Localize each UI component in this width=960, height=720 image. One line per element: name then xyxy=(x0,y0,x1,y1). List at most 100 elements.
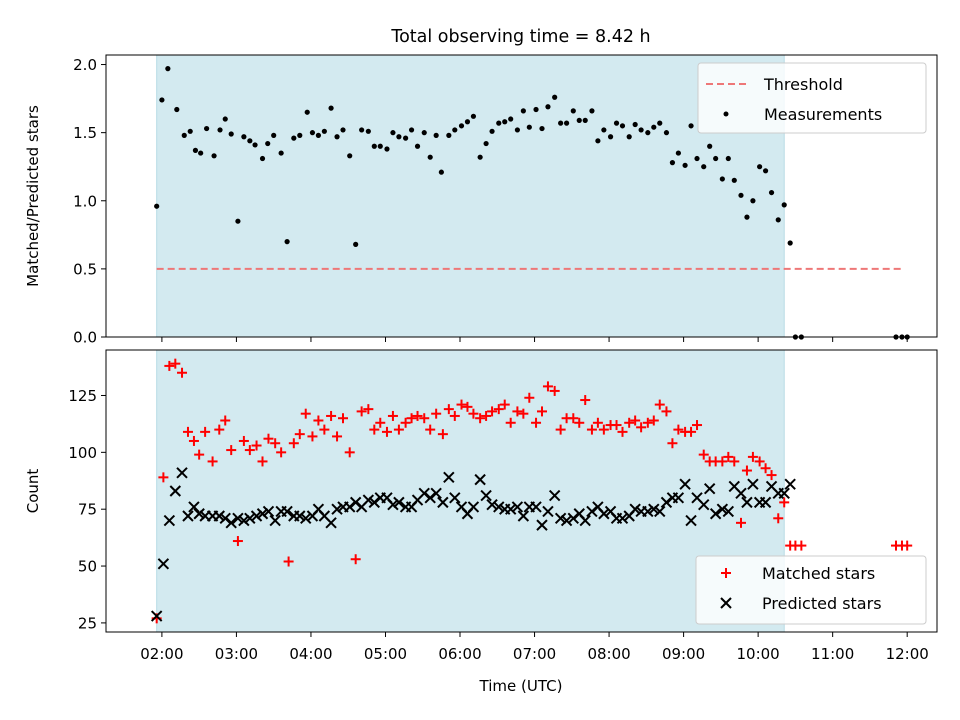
matched-stars-point xyxy=(369,424,380,435)
measurements-point xyxy=(297,132,303,138)
measurements-point xyxy=(211,153,217,159)
predicted-stars-point xyxy=(542,505,554,518)
matched-stars-point xyxy=(307,431,318,442)
matched-stars-point xyxy=(338,413,349,424)
matched-stars-point xyxy=(207,456,218,467)
matched-stars-point xyxy=(263,433,274,444)
y-tick-label: 0.0 xyxy=(73,329,97,347)
predicted-stars-point xyxy=(679,478,691,490)
matched-stars-point xyxy=(375,417,386,428)
matched-stars-point xyxy=(766,470,777,481)
predicted-stars-point xyxy=(654,505,666,518)
predicted-stars-point xyxy=(685,514,697,527)
matched-stars-point xyxy=(760,463,771,474)
top-legend: Threshold Measurements xyxy=(697,62,927,134)
matched-stars-point xyxy=(723,451,734,462)
measurements-point xyxy=(315,132,322,138)
matched-stars-point xyxy=(400,417,411,428)
measurements-point xyxy=(228,131,234,137)
predicted-stars-point xyxy=(735,487,747,499)
measurements-point xyxy=(775,217,781,223)
predicted-stars-point xyxy=(703,483,716,495)
matched-stars-point xyxy=(741,465,752,476)
matched-stars-point xyxy=(624,417,635,428)
x-tick-label: 06:00 xyxy=(438,645,481,663)
predicted-stars-point xyxy=(778,487,790,499)
measurements-point xyxy=(651,124,657,130)
threshold-legend-label: Threshold xyxy=(763,75,843,94)
measurements-point xyxy=(582,117,588,123)
measurements-point xyxy=(458,123,465,129)
x-tick-label: 08:00 xyxy=(587,645,630,663)
measurements-point xyxy=(187,128,193,134)
measurements-point xyxy=(539,125,545,132)
measurements-point xyxy=(353,241,359,247)
predicted-stars-point xyxy=(504,503,517,515)
matched-stars-point xyxy=(425,424,436,435)
predicted-stars-point xyxy=(262,505,275,518)
matched-stars-point xyxy=(270,438,281,449)
y-tick-label: 25 xyxy=(78,614,97,632)
measurements-point xyxy=(768,189,775,196)
measurements-point xyxy=(545,104,551,110)
predicted-stars-point xyxy=(672,492,685,504)
matched-stars-point xyxy=(332,431,343,442)
matched-stars-point xyxy=(667,438,678,449)
predicted-stars-point xyxy=(250,510,263,522)
measurements-point xyxy=(154,203,160,209)
matched-stars-point xyxy=(468,408,479,419)
measurements-point xyxy=(222,116,228,122)
matched-stars-point xyxy=(238,435,249,446)
matched-stars-point xyxy=(499,399,510,410)
measurements-point xyxy=(377,143,383,149)
matched-stars-point xyxy=(481,410,492,421)
matched-stars-point xyxy=(536,406,547,417)
measurements-point xyxy=(675,150,681,156)
measurements-point xyxy=(252,142,258,148)
matched-stars-point xyxy=(182,426,193,437)
matched-stars-point xyxy=(661,406,672,417)
matched-stars-point xyxy=(505,417,516,428)
predicted-stars-point xyxy=(182,510,194,522)
matched-stars-point xyxy=(419,413,430,424)
matched-stars-point xyxy=(158,472,169,483)
measurements-point xyxy=(607,134,614,140)
matched-stars-point xyxy=(449,410,460,421)
measurements-point xyxy=(291,135,297,141)
matched-stars-point xyxy=(611,420,622,431)
matched-stars-point xyxy=(729,456,740,467)
matched-stars-point xyxy=(462,401,473,412)
measurements-point xyxy=(669,160,676,166)
predicted-stars-point xyxy=(747,478,759,490)
measurements-point xyxy=(694,155,700,162)
measurements-point xyxy=(533,106,539,113)
matched-stars-point xyxy=(344,447,355,458)
predicted-stars-point xyxy=(554,512,567,524)
predicted-stars-point xyxy=(188,501,200,513)
measurements-point xyxy=(477,154,483,160)
predicted-stars-point xyxy=(176,467,188,479)
measurements-point xyxy=(365,128,371,134)
y-tick-label: 1.5 xyxy=(73,124,97,142)
measurements-point xyxy=(552,94,558,100)
predicted-stars-point xyxy=(437,496,449,509)
matched-stars-point xyxy=(636,422,647,433)
measurements-point xyxy=(508,116,514,122)
measurements-point xyxy=(334,134,340,140)
predicted-stars-point xyxy=(579,514,591,527)
measurements-point xyxy=(452,127,458,133)
x-tick-label: 05:00 xyxy=(364,645,407,663)
y-tick-label: 100 xyxy=(68,444,97,462)
matched-stars-point xyxy=(387,410,398,421)
predicted-stars-point xyxy=(467,501,480,513)
matched-stars-point xyxy=(586,424,597,435)
measurements-point xyxy=(396,134,402,140)
predicted-stars-point xyxy=(281,505,293,518)
matched-stars-point xyxy=(592,417,603,428)
measurements-point xyxy=(757,164,763,170)
bottom-panel: 25 50 75 100 125 02:00 03:00 04:00 05:00 06:00 07… xyxy=(24,349,938,663)
measurements-point xyxy=(265,140,271,147)
predicted-stars-point xyxy=(244,512,256,524)
measurements-point xyxy=(414,143,421,149)
measurements-point xyxy=(558,120,564,126)
